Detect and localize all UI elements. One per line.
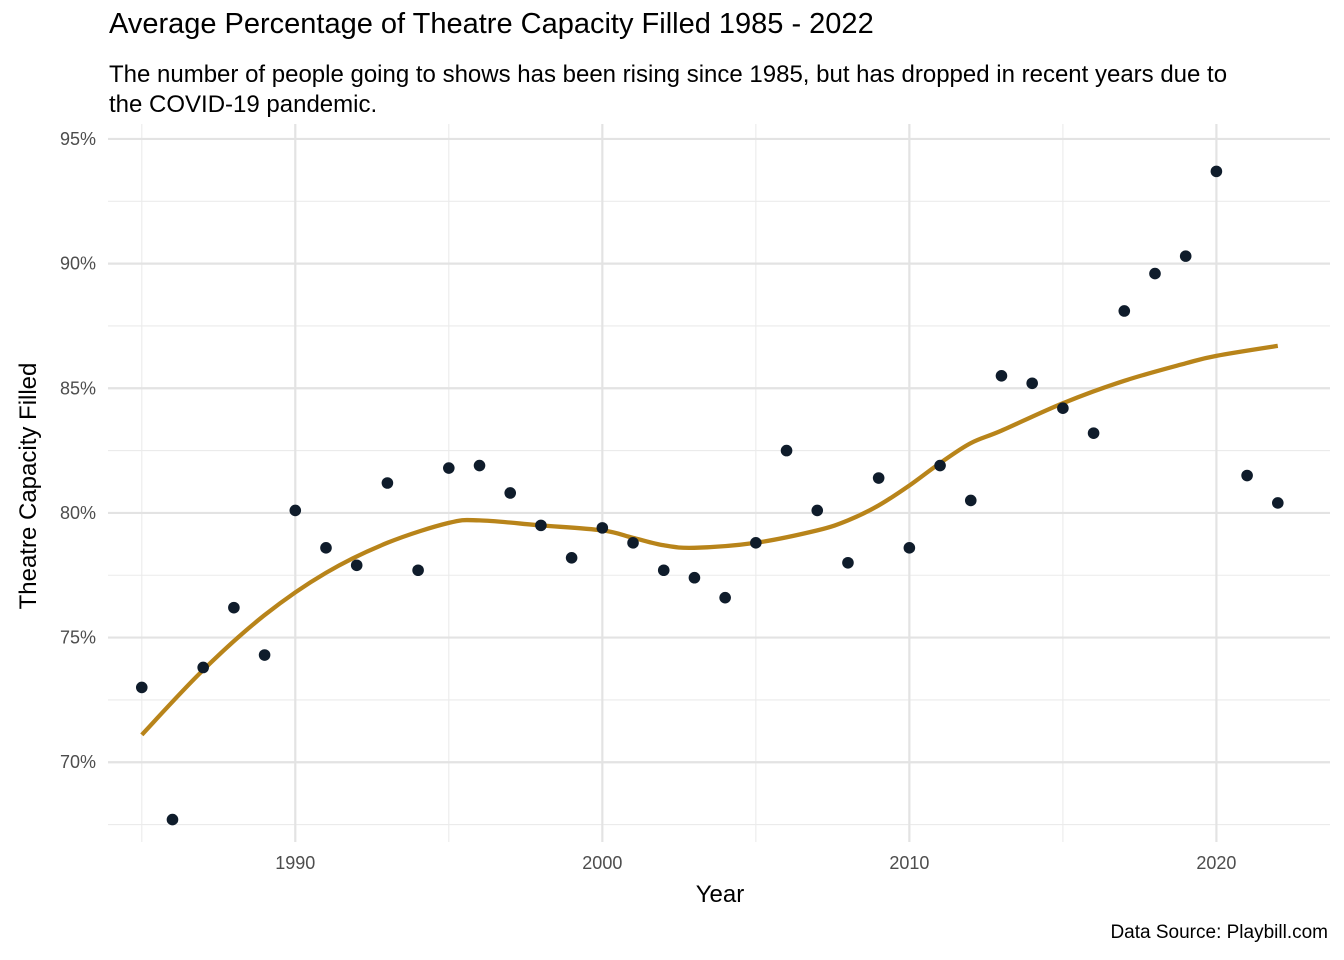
data-point — [289, 504, 302, 517]
data-point — [1057, 402, 1069, 415]
data-point — [135, 681, 148, 694]
y-tick-label: 75% — [60, 628, 96, 648]
x-tick-label: 2000 — [582, 853, 622, 873]
data-point — [596, 522, 609, 534]
data-point — [657, 564, 670, 577]
data-point — [1210, 165, 1223, 178]
data-point — [1118, 305, 1131, 317]
data-point — [1241, 469, 1253, 482]
data-point — [1026, 377, 1038, 390]
data-point — [166, 813, 179, 826]
data-point — [1149, 267, 1161, 280]
y-tick-label: 95% — [60, 129, 96, 149]
data-point — [964, 494, 977, 507]
x-axis-title: Year — [696, 881, 745, 908]
data-point — [719, 591, 731, 604]
chart-title: Average Percentage of Theatre Capacity F… — [109, 8, 874, 40]
data-point — [811, 504, 824, 517]
y-tick-label: 80% — [60, 503, 96, 523]
y-axis-ticks: 70% 75% 80% 85% 90% 95% — [60, 129, 96, 772]
data-point — [1272, 497, 1284, 509]
data-point — [750, 537, 762, 549]
data-point — [412, 564, 424, 577]
y-tick-label: 70% — [60, 752, 96, 772]
x-tick-label: 1990 — [275, 853, 315, 873]
grid-minor — [108, 124, 1330, 842]
y-tick-label: 90% — [60, 254, 96, 274]
x-tick-label: 2020 — [1196, 853, 1236, 873]
data-point — [995, 369, 1008, 382]
x-tick-label: 2010 — [889, 853, 929, 873]
data-source-caption: Data Source: Playbill.com — [1110, 922, 1328, 943]
data-point — [627, 537, 639, 549]
data-point — [473, 459, 486, 472]
data-point — [381, 477, 394, 489]
y-axis-title: Theatre Capacity Filled — [15, 363, 42, 610]
data-point — [504, 487, 517, 499]
chart-subtitle: The number of people going to shows has … — [109, 61, 1228, 118]
data-point — [688, 571, 701, 584]
smooth-trend-line — [140, 343, 1279, 737]
data-point — [258, 649, 271, 661]
grid-major — [108, 124, 1330, 842]
data-point — [228, 601, 240, 614]
data-point — [535, 519, 547, 532]
data-point — [565, 551, 578, 564]
data-point — [780, 444, 793, 457]
data-point — [903, 542, 916, 554]
data-point — [320, 542, 332, 554]
data-point — [443, 462, 455, 474]
data-point — [934, 459, 946, 472]
x-axis-ticks: 1990 2000 2010 2020 — [275, 853, 1236, 873]
scatter-points-layer — [135, 165, 1284, 826]
data-point — [872, 472, 885, 484]
data-point — [1087, 427, 1100, 439]
data-point — [350, 559, 363, 572]
data-point — [197, 661, 209, 674]
smooth-line-layer — [140, 343, 1279, 737]
data-point — [1179, 250, 1192, 262]
data-point — [842, 556, 854, 569]
y-tick-label: 85% — [60, 378, 96, 398]
